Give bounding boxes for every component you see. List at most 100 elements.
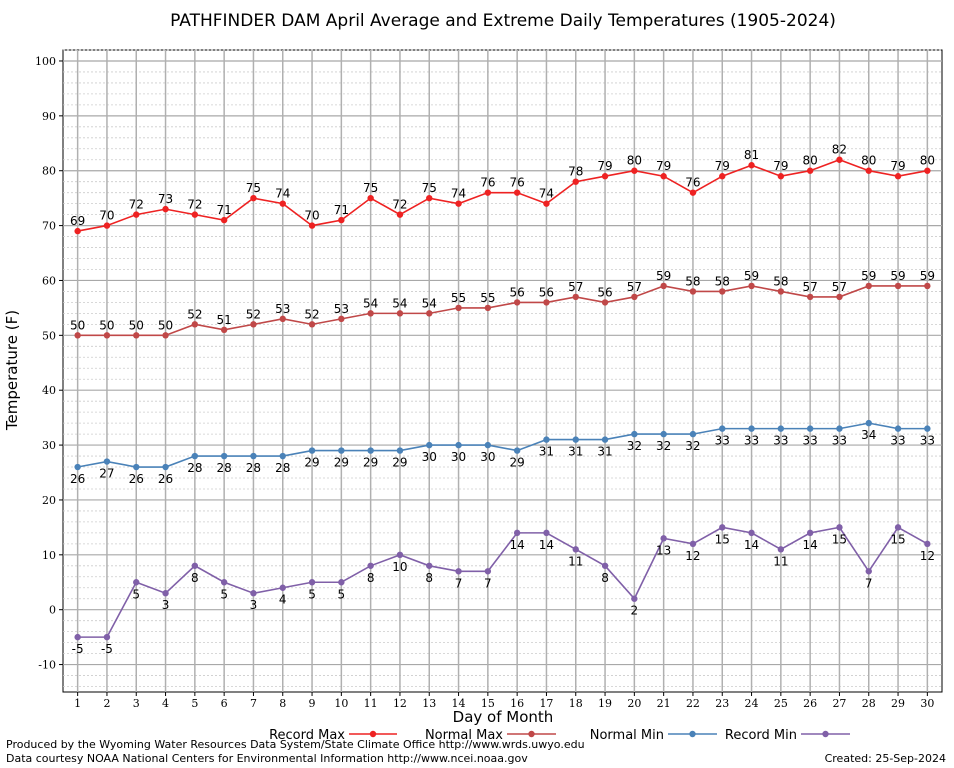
data-point-normal-min [865, 419, 872, 427]
data-point-record-max [806, 167, 814, 174]
data-point-record-max [894, 173, 902, 180]
data-point-record-max [308, 222, 316, 229]
data-label-normal-min: 29 [510, 456, 525, 470]
data-label-normal-max: 56 [597, 285, 612, 299]
data-label-normal-min: 28 [217, 461, 232, 475]
data-label-normal-min: 33 [803, 434, 818, 448]
data-label-normal-min: 28 [187, 461, 202, 475]
data-label-normal-max: 56 [510, 285, 525, 299]
legend-label: Record Max [269, 728, 345, 743]
data-label-normal-min: 31 [539, 445, 554, 459]
data-point-record-min [455, 568, 462, 575]
data-label-normal-max: 51 [217, 313, 232, 327]
x-tick-label: 8 [279, 697, 286, 710]
data-label-record-min: 8 [601, 571, 609, 585]
x-tick-label: 25 [774, 697, 788, 710]
data-point-normal-min [806, 425, 814, 432]
y-tick-label: 40 [42, 384, 56, 397]
data-label-record-max: 80 [803, 154, 818, 168]
data-point-record-min [748, 529, 755, 537]
data-label-normal-min: 32 [685, 439, 700, 453]
data-point-record-min [396, 551, 404, 559]
legend-label: Record Min [725, 728, 797, 743]
x-tick-label: 23 [715, 697, 729, 710]
data-point-normal-min [74, 463, 81, 471]
data-label-record-max: 81 [744, 148, 759, 162]
data-point-normal-max [924, 282, 931, 290]
data-point-normal-max [103, 332, 111, 339]
data-label-record-min: 10 [392, 560, 407, 574]
data-point-record-min [250, 590, 257, 597]
data-point-normal-max [660, 282, 667, 290]
data-point-normal-min [308, 447, 316, 454]
data-label-normal-max: 54 [392, 296, 407, 310]
data-point-record-max [338, 216, 345, 224]
legend-label: Normal Max [425, 728, 503, 743]
data-point-record-min [894, 524, 902, 531]
data-point-normal-min [689, 430, 697, 438]
x-tick-label: 7 [250, 697, 257, 710]
data-label-record-max: 74 [275, 187, 290, 201]
data-label-record-min: -5 [72, 642, 84, 656]
x-tick-label: 9 [309, 697, 316, 710]
data-point-normal-min [367, 447, 374, 454]
legend-swatch-marker [689, 730, 696, 738]
x-tick-label: 24 [745, 697, 759, 710]
x-tick-label: 5 [191, 697, 198, 710]
data-label-record-min: 7 [455, 576, 463, 590]
data-label-normal-max: 59 [861, 269, 876, 283]
legend-item-record-min: Record Min [725, 728, 850, 743]
data-label-record-max: 79 [773, 159, 788, 173]
data-point-normal-min [455, 441, 462, 449]
data-label-normal-min: 32 [656, 439, 671, 453]
data-label-record-min: 11 [568, 554, 583, 568]
data-label-normal-min: 29 [334, 456, 349, 470]
data-point-record-min [338, 579, 345, 586]
data-label-record-max: 79 [890, 159, 905, 173]
x-tick-label: 27 [832, 697, 846, 710]
data-label-record-min: 15 [715, 532, 730, 546]
data-label-normal-min: 31 [568, 445, 583, 459]
data-point-normal-max [689, 288, 697, 295]
data-label-normal-max: 55 [480, 291, 495, 305]
data-label-record-max: 80 [861, 154, 876, 168]
data-point-normal-max [396, 310, 404, 317]
data-label-record-min: 5 [308, 587, 316, 601]
data-label-normal-max: 54 [363, 296, 378, 310]
data-label-normal-max: 50 [99, 318, 114, 332]
data-label-normal-max: 57 [803, 280, 818, 294]
data-label-record-min: 8 [425, 571, 433, 585]
data-label-record-min: 4 [279, 593, 287, 607]
series-line-normal-max [77, 285, 928, 337]
legend-swatch-marker [528, 730, 535, 738]
data-label-record-min: 15 [832, 532, 847, 546]
x-tick-label: 18 [569, 697, 583, 710]
data-label-record-min: 5 [220, 587, 228, 601]
legend-item-record-max: Record Max [269, 728, 397, 743]
data-point-record-max [513, 189, 521, 196]
data-point-normal-min [133, 463, 140, 471]
data-point-record-max [748, 162, 755, 169]
data-label-record-min: 14 [803, 538, 818, 552]
data-point-record-min [572, 546, 579, 553]
data-label-record-min: 15 [890, 532, 905, 546]
data-point-record-max [719, 173, 726, 180]
data-point-record-min [426, 562, 433, 569]
data-point-normal-max [748, 282, 755, 290]
data-point-record-max [426, 194, 433, 202]
data-label-record-max: 72 [187, 198, 202, 212]
data-point-normal-min [777, 425, 785, 432]
data-label-record-max: 79 [715, 159, 730, 173]
series-normal-min: 26 27 26 26 28 28 28 28 29 29 29 29 30 30 30 29 31 31 31 32… [70, 419, 935, 486]
series-record-min: -5 -5 5 3 8 5 3 4 5 5 8 10 8 7 7 14 14 11 8 2 13 12 15 14 11 14 15… [72, 524, 935, 656]
x-tick-label: 15 [481, 697, 495, 710]
y-tick-label: 50 [42, 329, 56, 342]
data-point-record-max [601, 173, 609, 180]
data-label-normal-max: 59 [744, 269, 759, 283]
x-tick-label: 29 [891, 697, 905, 710]
data-point-record-min [220, 579, 228, 586]
data-label-record-min: 7 [484, 576, 492, 590]
data-label-normal-max: 50 [70, 318, 85, 332]
y-tick-label: 60 [42, 274, 56, 287]
data-point-normal-min [426, 441, 433, 449]
